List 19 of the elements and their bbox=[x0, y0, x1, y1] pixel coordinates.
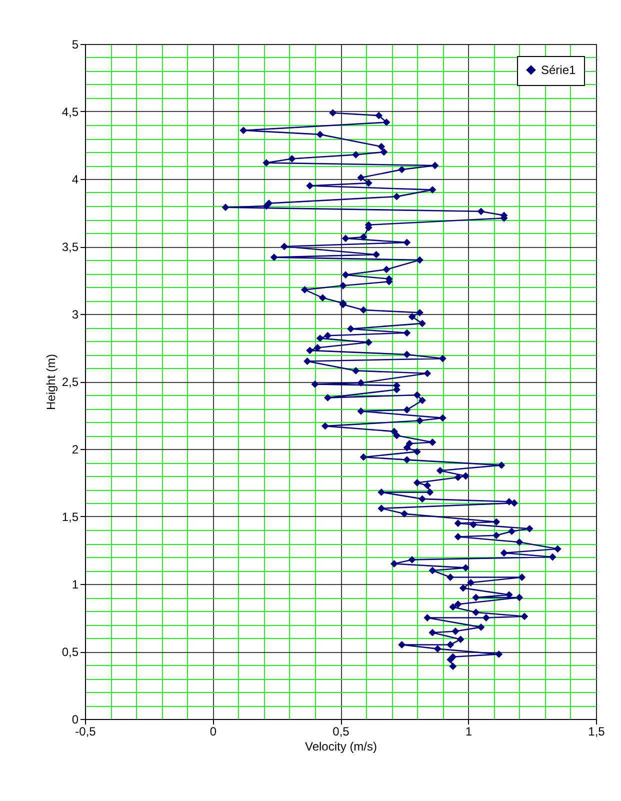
y-tick-label: 1,5 bbox=[62, 510, 79, 524]
y-axis-title: Height (m) bbox=[44, 354, 58, 410]
y-tick-label: 2 bbox=[72, 442, 79, 456]
y-tick-label: 3,5 bbox=[62, 240, 79, 254]
x-tick-label: 0,5 bbox=[332, 724, 350, 738]
x-tick-label: 1,5 bbox=[588, 724, 606, 738]
y-tick-label: 2,5 bbox=[62, 375, 79, 389]
y-tick-label: 0 bbox=[72, 712, 79, 726]
y-tick-label: 4 bbox=[72, 172, 79, 186]
legend-label: Série1 bbox=[541, 63, 576, 77]
y-tick-label: 1 bbox=[72, 578, 79, 592]
x-tick-label: -0,5 bbox=[75, 724, 96, 738]
x-tick-label: 0 bbox=[210, 724, 217, 738]
x-tick-label: 1 bbox=[465, 724, 472, 738]
y-tick-label: 3 bbox=[72, 308, 79, 322]
y-tick-label: 0,5 bbox=[62, 645, 79, 659]
x-axis-title: Velocity (m/s) bbox=[304, 740, 378, 754]
y-tick-label: 5 bbox=[72, 38, 79, 52]
y-tick-label: 4,5 bbox=[62, 105, 79, 119]
